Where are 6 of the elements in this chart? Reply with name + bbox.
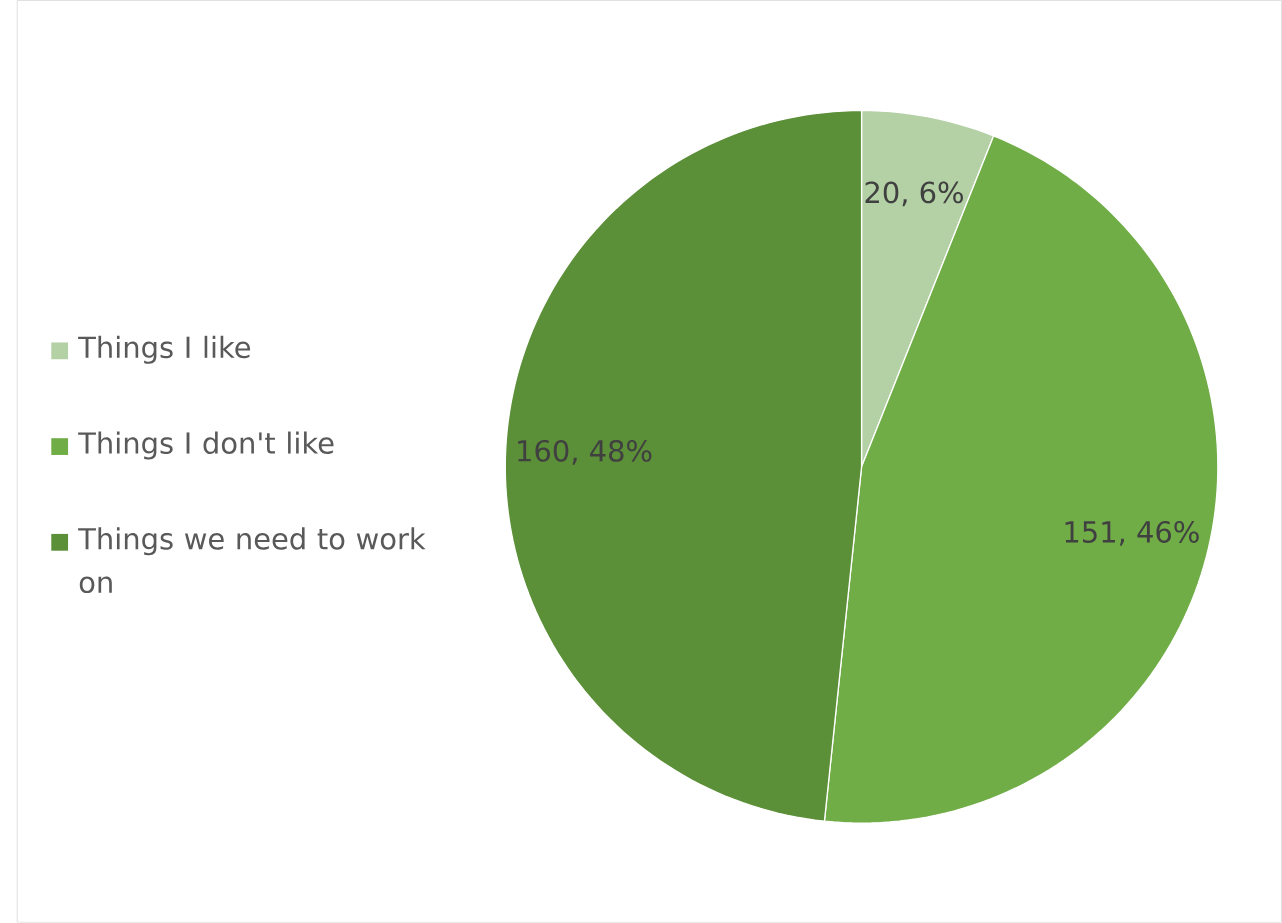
data-label: 160, 48% <box>518 440 652 465</box>
data-label: 151, 46% <box>1065 521 1199 546</box>
legend-label: Things I like <box>78 335 251 364</box>
legend-label: Things we need to work on <box>78 527 426 594</box>
data-label: 20, 6% <box>865 181 963 207</box>
legend-label: Things I don't like <box>78 431 334 460</box>
